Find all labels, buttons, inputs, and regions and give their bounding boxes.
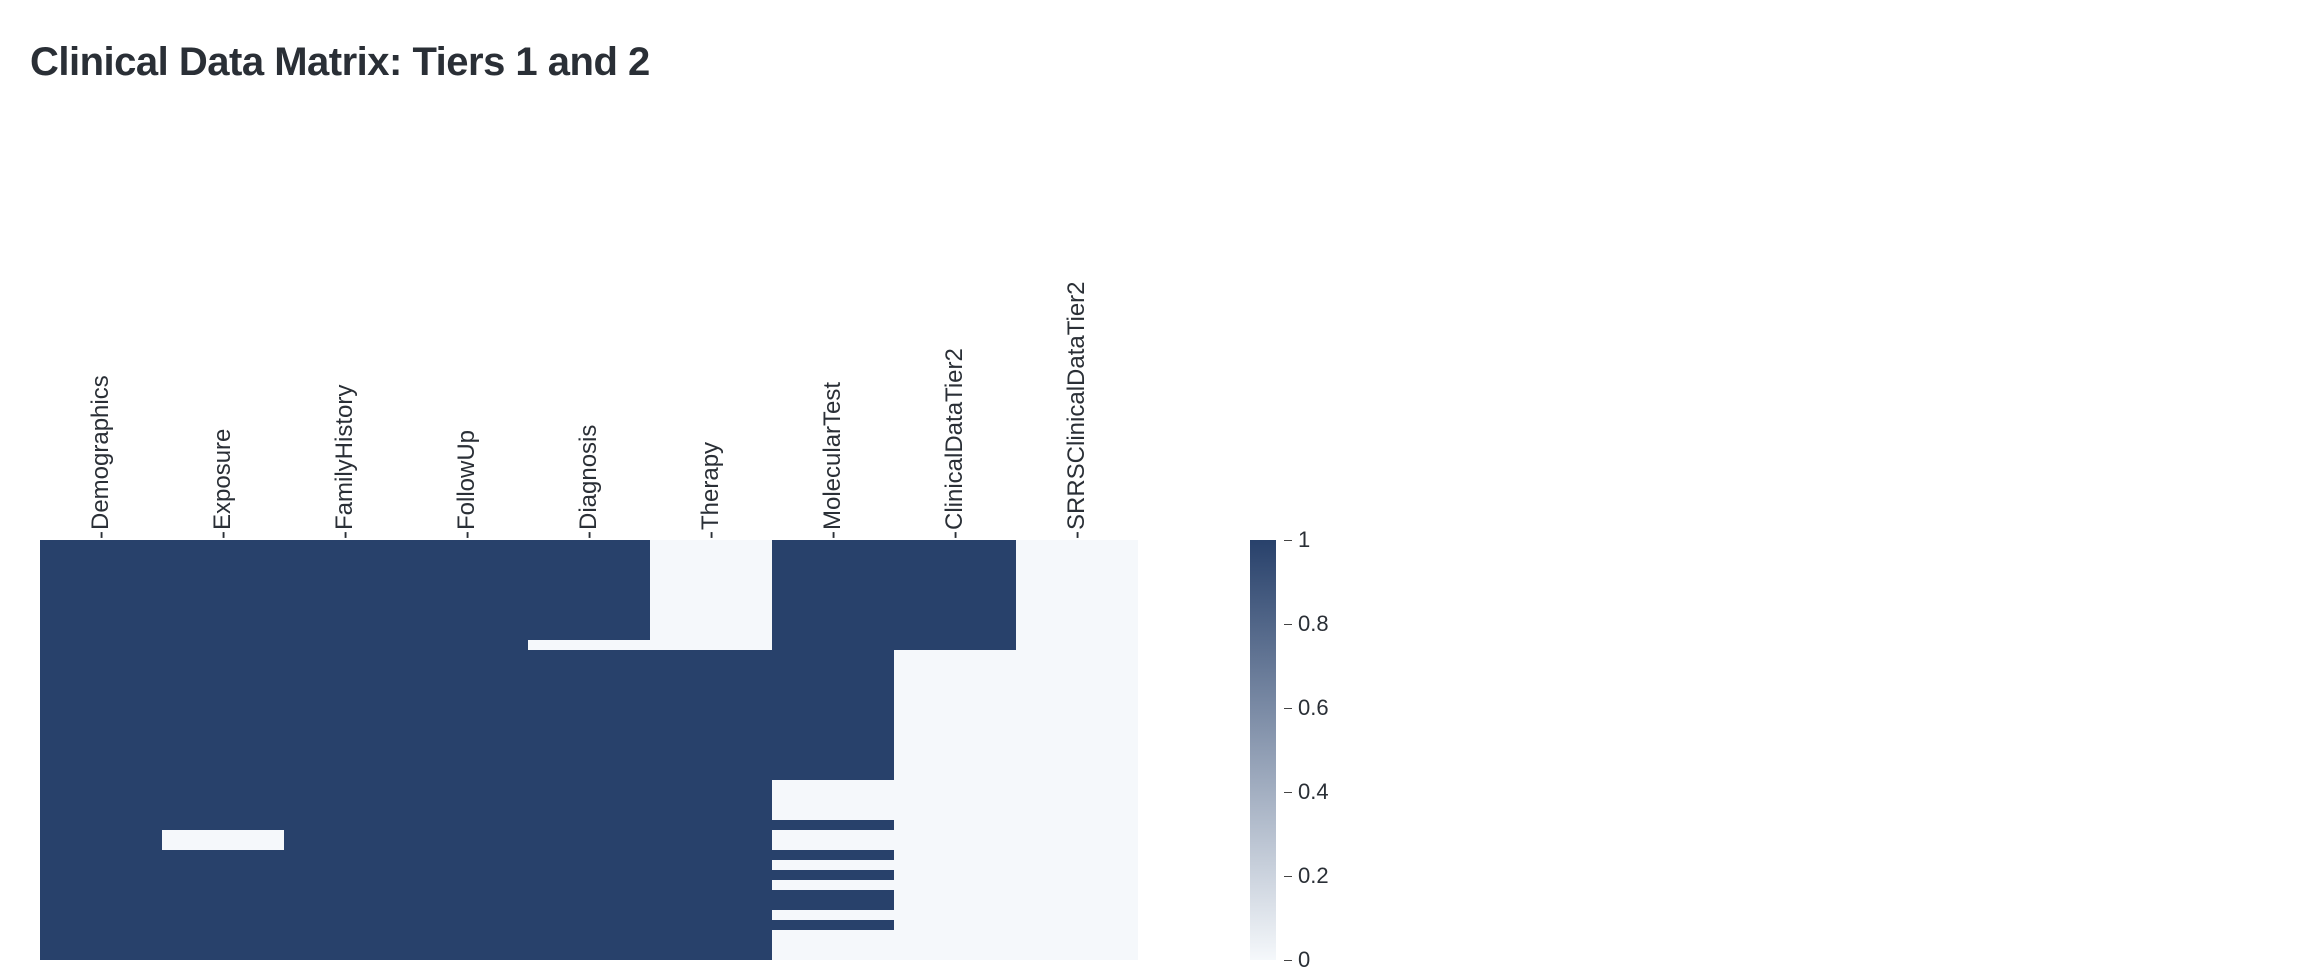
colorbar-tick: 0.4 bbox=[1284, 779, 1329, 805]
heatmap-column-label: - FamilyHistory bbox=[333, 385, 357, 540]
colorbar-tick: 1 bbox=[1284, 527, 1310, 553]
heatmap-column-label: - Exposure bbox=[211, 429, 235, 540]
colorbar-gradient bbox=[1250, 540, 1276, 960]
colorbar: 00.20.40.60.81 bbox=[1250, 540, 1276, 960]
page-title: Clinical Data Matrix: Tiers 1 and 2 bbox=[30, 40, 650, 85]
heatmap-column-label: - FollowUp bbox=[455, 430, 479, 540]
heatmap-column-labels: - Demographics - Exposure - FamilyHistory -… bbox=[40, 190, 1138, 540]
colorbar-tick: 0.8 bbox=[1284, 611, 1329, 637]
heatmap-column-label: - Therapy bbox=[699, 442, 723, 540]
colorbar-tick: 0.2 bbox=[1284, 863, 1329, 889]
page-root: Clinical Data Matrix: Tiers 1 and 2 - De… bbox=[0, 0, 2320, 970]
heatmap-column-label: - SRRSClinicalDataTier2 bbox=[1065, 281, 1089, 540]
chart-area: - Demographics - Exposure - FamilyHistory -… bbox=[40, 190, 1138, 960]
heatmap-column-label: - Diagnosis bbox=[577, 425, 601, 540]
heatmap-svg bbox=[40, 540, 1138, 960]
heatmap-column-label: - ClinicalDataTier2 bbox=[943, 348, 967, 540]
colorbar-tick: 0.6 bbox=[1284, 695, 1329, 721]
colorbar-tick: 0 bbox=[1284, 947, 1310, 973]
heatmap-column-label: - Demographics bbox=[89, 375, 113, 540]
colorbar-gradient-box: 00.20.40.60.81 bbox=[1250, 540, 1276, 960]
heatmap-column-label: - MolecularTest bbox=[821, 382, 845, 540]
heatmap bbox=[40, 540, 1138, 960]
